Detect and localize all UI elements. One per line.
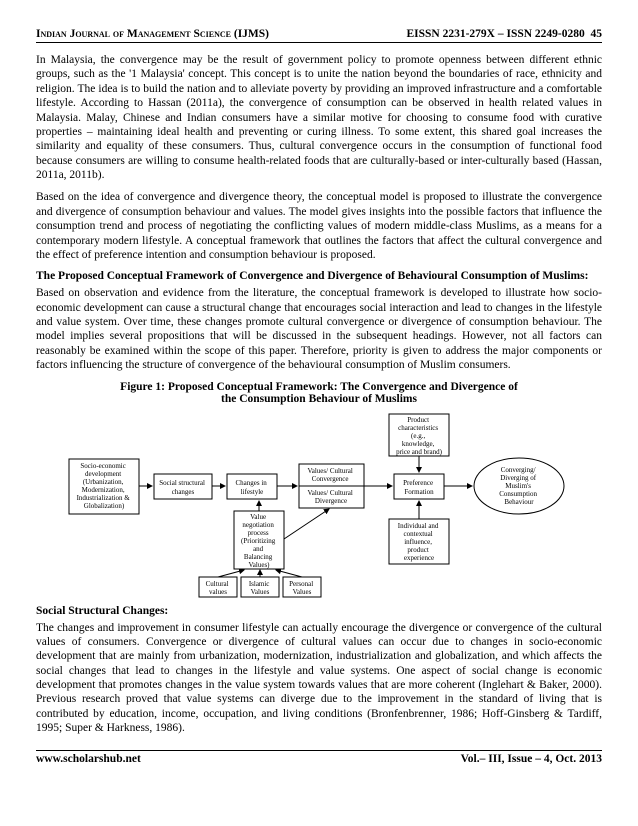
issn-block: EISSN 2231-279X – ISSN 2249-0280 45 [406,28,602,40]
body-paragraph: The changes and improvement in consumer … [36,621,602,736]
page-footer: www.scholarshub.net Vol.– III, Issue – 4… [36,750,602,765]
body-paragraph: In Malaysia, the convergence may be the … [36,53,602,182]
journal-title: Indian Journal of Management Science (IJ… [36,28,269,40]
node-personal: Personal Values [289,580,315,596]
body-paragraph: Based on observation and evidence from t… [36,286,602,372]
figure-caption: Figure 1: Proposed Conceptual Framework:… [36,381,602,405]
node-preference: Preference Formation [403,479,435,496]
body-paragraph: Based on the idea of convergence and div… [36,190,602,262]
footer-issue: Vol.– III, Issue – 4, Oct. 2013 [461,753,602,765]
node-islamic: Islamic Values [249,580,271,596]
page-header: Indian Journal of Management Science (IJ… [36,28,602,43]
node-cultural: Cultural values [206,580,231,596]
section-heading: Social Structural Changes: [36,605,602,617]
node-negotiation: Value negotiation process (Prioritizing … [241,513,277,569]
node-socio: Socio-economic development (Urbanization… [77,462,132,510]
figure-diagram: Socio-economic development (Urbanization… [59,409,579,599]
section-heading: The Proposed Conceptual Framework of Con… [36,270,602,282]
footer-url: www.scholarshub.net [36,753,141,765]
